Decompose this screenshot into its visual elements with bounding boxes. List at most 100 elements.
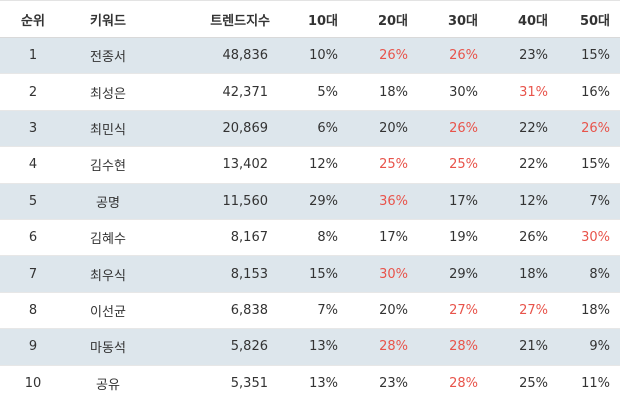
header-age-20s: 20대 [377,13,408,29]
cell-keyword: 공유 [96,377,120,393]
table-row: 5 공명 11,560 29% 36% 17% 12% 7% [0,183,620,220]
header-rank: 순위 [21,13,45,29]
cell-age-10s: 13% [309,375,338,391]
cell-age-20s: 17% [379,230,408,246]
cell-age-10s: 6% [317,120,338,136]
cell-trend-index: 42,371 [222,84,269,100]
cell-age-40s: 31% [519,84,548,100]
table-header: 순위 키워드 트렌드지수 10대 20대 30대 40대 50대 [0,1,620,38]
cell-rank: 2 [28,84,38,100]
cell-age-40s: 18% [519,266,548,282]
cell-age-30s: 26% [449,48,478,64]
cell-age-40s: 25% [519,375,548,391]
table-row: 3 최민식 20,869 6% 20% 26% 22% 26% [0,110,620,148]
cell-age-20s: 25% [379,157,408,173]
cell-age-20s: 36% [379,193,408,209]
cell-age-30s: 25% [449,157,478,173]
table-row: 7 최우식 8,153 15% 30% 29% 18% 8% [0,256,620,293]
cell-trend-index: 6,838 [230,302,268,318]
cell-age-40s: 23% [519,48,548,64]
cell-keyword: 최성은 [90,86,126,102]
cell-keyword: 김수현 [90,159,126,175]
header-keyword: 키워드 [90,13,126,29]
cell-age-30s: 28% [449,339,478,355]
cell-age-40s: 21% [519,339,548,355]
cell-age-10s: 13% [309,339,338,355]
cell-age-20s: 26% [379,48,408,64]
cell-keyword: 이선균 [90,304,126,320]
cell-age-30s: 26% [449,120,478,136]
cell-trend-index: 5,351 [230,375,268,391]
cell-age-40s: 27% [519,302,548,318]
cell-age-50s: 8% [589,266,610,282]
cell-age-10s: 15% [309,266,338,282]
header-age-30s: 30대 [447,13,478,29]
cell-age-40s: 26% [519,230,548,246]
cell-age-20s: 28% [379,339,408,355]
cell-keyword: 마동석 [90,341,126,357]
cell-age-20s: 20% [379,302,408,318]
cell-age-10s: 7% [317,302,338,318]
cell-age-30s: 28% [449,375,478,391]
cell-age-50s: 16% [581,84,610,100]
header-age-50s: 50대 [579,13,610,29]
table-body: 1 전종서 48,836 10% 26% 26% 23% 15% 2 최성은 42,371 5% 18%… [0,38,620,400]
cell-trend-index: 48,836 [222,48,269,64]
cell-rank: 10 [24,375,42,391]
cell-keyword: 공명 [96,195,120,211]
table-row: 8 이선균 6,838 7% 20% 27% 27% 18% [0,293,620,330]
cell-trend-index: 11,560 [222,193,269,209]
cell-age-30s: 19% [449,230,478,246]
cell-age-20s: 18% [379,84,408,100]
cell-age-50s: 7% [589,193,610,209]
cell-age-20s: 30% [379,266,408,282]
cell-trend-index: 20,869 [222,120,269,136]
cell-rank: 6 [28,230,38,246]
cell-rank: 1 [28,48,38,64]
cell-age-50s: 26% [581,120,610,136]
cell-rank: 5 [28,193,38,209]
cell-keyword: 최우식 [90,268,126,284]
cell-age-50s: 30% [581,230,610,246]
header-age-40s: 40대 [517,13,548,29]
cell-rank: 9 [28,339,38,355]
cell-keyword: 최민식 [90,122,126,138]
cell-age-10s: 5% [317,84,338,100]
header-trend-index: 트렌드지수 [210,13,270,29]
table-row: 9 마동석 5,826 13% 28% 28% 21% 9% [0,329,620,366]
cell-trend-index: 8,167 [230,230,268,246]
cell-trend-index: 13,402 [222,157,269,173]
cell-rank: 3 [28,120,38,136]
cell-age-30s: 29% [449,266,478,282]
cell-age-10s: 29% [309,193,338,209]
header-age-10s: 10대 [307,13,338,29]
cell-age-50s: 15% [581,48,610,64]
table-row: 6 김혜수 8,167 8% 17% 19% 26% 30% [0,220,620,257]
cell-age-10s: 12% [309,157,338,173]
cell-age-40s: 22% [519,157,548,173]
cell-trend-index: 8,153 [230,266,268,282]
cell-trend-index: 5,826 [230,339,268,355]
cell-rank: 4 [28,157,38,173]
cell-keyword: 전종서 [90,50,126,66]
table-row: 2 최성은 42,371 5% 18% 30% 31% 16% [0,74,620,111]
cell-age-40s: 12% [519,193,548,209]
cell-age-30s: 17% [449,193,478,209]
cell-keyword: 김혜수 [90,232,126,248]
cell-age-20s: 20% [379,120,408,136]
cell-age-50s: 15% [581,157,610,173]
cell-age-50s: 9% [589,339,610,355]
cell-rank: 7 [28,266,38,282]
cell-age-30s: 30% [449,84,478,100]
cell-age-30s: 27% [449,302,478,318]
table-row: 10 공유 5,351 13% 23% 28% 25% 11% [0,366,620,400]
cell-age-10s: 8% [317,230,338,246]
cell-age-20s: 23% [379,375,408,391]
table-row: 4 김수현 13,402 12% 25% 25% 22% 15% [0,147,620,184]
cell-age-40s: 22% [519,120,548,136]
cell-age-50s: 11% [581,375,610,391]
cell-age-50s: 18% [581,302,610,318]
cell-rank: 8 [28,302,38,318]
cell-age-10s: 10% [309,48,338,64]
